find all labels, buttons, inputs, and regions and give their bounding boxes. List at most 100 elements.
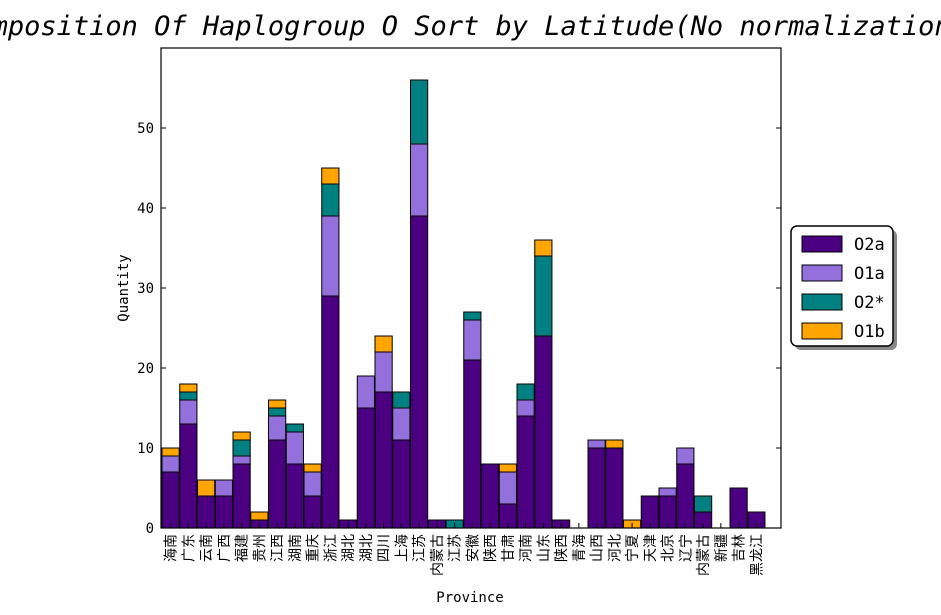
bar-segment	[321, 167, 340, 185]
bar-segment	[214, 479, 233, 497]
bar-segment	[179, 383, 198, 393]
x-tick-label: 四川	[377, 534, 393, 562]
bar-segment	[268, 407, 287, 417]
x-tick-label: 湖南	[288, 534, 304, 562]
chart-title: Composition Of Haplogroup O Sort by Lati…	[0, 11, 941, 42]
bar-segment	[587, 447, 606, 529]
x-tick-label: 吉林	[732, 534, 748, 562]
legend-label: O1b	[854, 322, 885, 342]
bar-segment	[392, 391, 411, 409]
y-tick-label: 40	[137, 201, 154, 217]
y-tick-label: 0	[146, 521, 154, 537]
y-tick-label: 30	[137, 281, 154, 297]
bar-segment	[321, 215, 340, 297]
bar-segment	[179, 423, 198, 529]
bar-segment	[161, 455, 180, 473]
x-tick-label: 黑龙江	[749, 534, 765, 576]
bar-segment	[250, 511, 269, 521]
bar-segment	[268, 415, 287, 441]
x-tick-label: 辽宁	[677, 534, 694, 562]
bar-segment	[463, 311, 482, 321]
bar-segment	[161, 471, 180, 529]
x-axis-label: Province	[436, 590, 503, 606]
bar-segment	[179, 391, 198, 401]
bar-segment	[605, 439, 624, 449]
x-tick-label: 上海	[394, 534, 410, 562]
x-tick-label: 安徽	[465, 534, 481, 562]
legend-swatch	[801, 293, 843, 311]
x-tick-labels: 海南 广东 云南 广西 福建 贵州 江西 湖南 重庆 浙江 湖北 湖北 四川 上海 江苏 内蒙古 江苏 安徽 陕西甘…	[164, 523, 765, 576]
bars-layer	[161, 79, 766, 529]
x-tick-label: 陕西	[483, 534, 499, 562]
bar-segment	[676, 447, 695, 465]
x-tick-label: 湖北	[359, 534, 375, 562]
bar-segment	[516, 383, 535, 401]
bar-segment	[356, 407, 375, 529]
x-tick-label: 浙江	[323, 534, 339, 562]
bar-segment	[605, 447, 624, 529]
bar-segment	[587, 439, 606, 449]
x-tick-label: 陕西	[554, 534, 570, 562]
x-tick-label: 福建	[235, 534, 251, 562]
bar-segment	[463, 359, 482, 529]
x-tick-label: 青海	[572, 534, 588, 562]
bar-segment	[321, 295, 340, 529]
bar-segment	[268, 399, 287, 409]
bar-segment	[392, 439, 411, 529]
x-tick-label: 贵州	[252, 534, 268, 562]
legend-swatch	[801, 264, 843, 282]
y-axis-label: Quantity	[116, 254, 132, 321]
bar-segment	[410, 215, 429, 529]
bar-segment	[232, 439, 251, 457]
legend-box	[790, 225, 894, 347]
legend-swatch	[801, 235, 843, 253]
x-tick-label: 山西	[590, 534, 606, 562]
bar-segment	[694, 495, 713, 513]
bar-segment	[321, 183, 340, 217]
x-tick-label: 新疆	[714, 534, 730, 562]
bar-segment	[410, 79, 429, 145]
legend-label: O2a	[854, 235, 885, 255]
bar-segment	[374, 351, 393, 393]
bar-segment	[516, 415, 535, 529]
x-tick-label: 广西	[217, 534, 233, 562]
bar-segment	[729, 487, 748, 529]
bar-segment	[161, 447, 180, 457]
bar-segment	[498, 471, 517, 505]
bar-segment	[303, 463, 322, 473]
bar-segment	[232, 431, 251, 441]
bar-segment	[498, 463, 517, 473]
x-tick-label: 江西	[270, 534, 286, 562]
x-tick-label: 宁夏	[624, 534, 641, 562]
bar-segment	[197, 479, 216, 497]
x-tick-label: 河南	[519, 534, 535, 562]
x-tick-label: 内蒙古	[430, 534, 446, 576]
bar-segment	[374, 335, 393, 353]
legend-items: O2a O1a O2* O1b	[801, 235, 885, 342]
bar-segment	[285, 423, 304, 433]
bar-segment	[232, 455, 251, 465]
x-tick-label: 湖北	[341, 534, 357, 562]
y-tick-label: 10	[137, 441, 154, 457]
bar-segment	[410, 143, 429, 217]
bar-segment	[676, 463, 695, 529]
bar-segment	[285, 463, 304, 529]
x-tick-label: 江苏	[412, 534, 428, 562]
bar-segment	[658, 487, 677, 497]
legend-label: O1a	[854, 264, 885, 284]
x-tick-label: 江苏	[448, 534, 464, 562]
legend-swatch	[801, 322, 843, 340]
bar-segment	[374, 391, 393, 529]
bar-segment	[534, 255, 553, 337]
bar-segment	[285, 431, 304, 465]
legend: O2a O1a O2* O1b	[790, 225, 897, 350]
x-tick-label: 天津	[643, 534, 659, 562]
y-tick-label: 20	[137, 361, 154, 377]
bar-segment	[534, 335, 553, 529]
bar-segment	[516, 399, 535, 417]
bar-segment	[232, 463, 251, 529]
x-tick-label: 内蒙古	[696, 534, 712, 576]
x-tick-label: 重庆	[306, 534, 322, 562]
